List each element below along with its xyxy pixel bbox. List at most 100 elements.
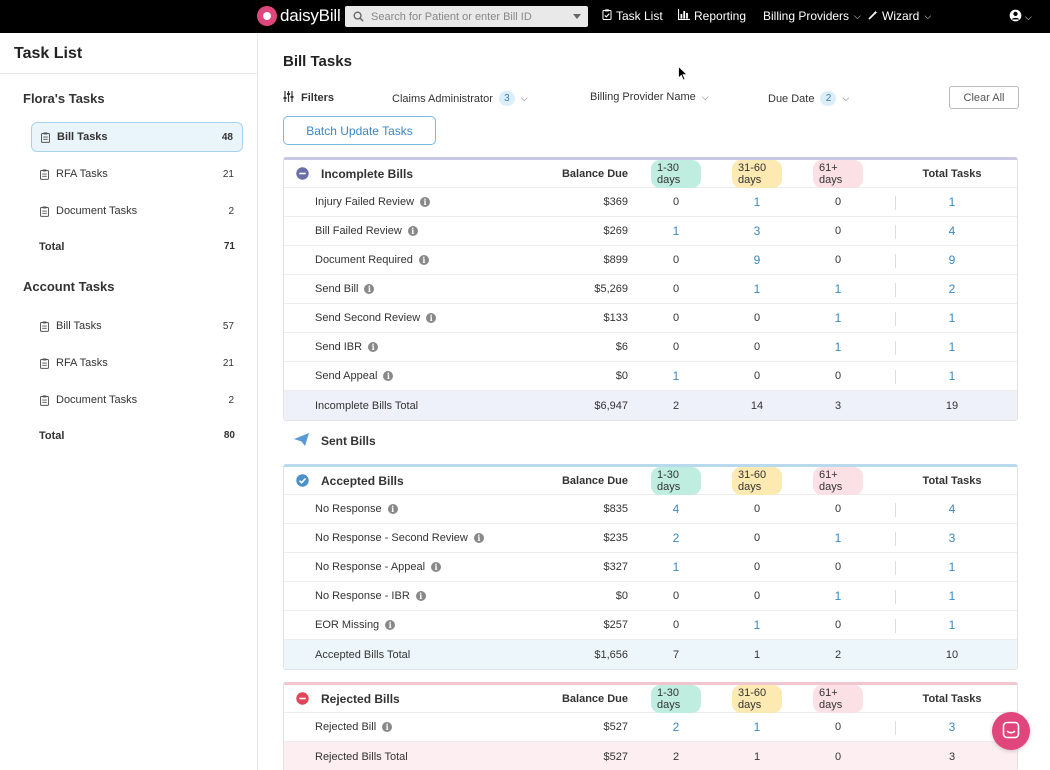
nav-billing-providers[interactable]: Billing Providers ⌵ bbox=[763, 9, 861, 23]
row-61-plus[interactable]: 1 bbox=[834, 311, 842, 325]
age-61-plus-header: 61+ days bbox=[813, 685, 863, 713]
row-total[interactable]: 1 bbox=[948, 195, 956, 209]
check-circle-icon[interactable] bbox=[296, 467, 309, 494]
sidebar-item-account-document-tasks[interactable]: Document Tasks 2 bbox=[31, 385, 243, 415]
row-31-60[interactable]: 1 bbox=[753, 618, 761, 632]
chevron-down-icon: ⌵ bbox=[924, 10, 932, 21]
info-icon[interactable]: i bbox=[368, 342, 379, 352]
row-1-30[interactable]: 2 bbox=[672, 720, 680, 734]
info-icon[interactable]: i bbox=[420, 197, 431, 207]
total-count: 71 bbox=[223, 241, 235, 252]
row-1-30[interactable]: 1 bbox=[672, 224, 680, 238]
row-31-60[interactable]: 1 bbox=[753, 195, 761, 209]
nav-wizard[interactable]: Wizard ⌵ bbox=[868, 9, 931, 23]
table-row[interactable]: No Response - Second Review i $235 2 0 1 3 bbox=[284, 524, 1017, 553]
row-total[interactable]: 1 bbox=[948, 618, 956, 632]
nav-task-list[interactable]: Task List bbox=[602, 9, 663, 23]
collapse-minus-icon[interactable] bbox=[296, 685, 309, 712]
row-31-60[interactable]: 1 bbox=[753, 282, 761, 296]
row-total[interactable]: 1 bbox=[948, 340, 956, 354]
row-total[interactable]: 9 bbox=[948, 253, 956, 267]
section-title: Incomplete Bills bbox=[321, 166, 414, 181]
table-row[interactable]: Injury Failed Review i $369 0 1 0 1 bbox=[284, 188, 1017, 217]
table-row[interactable]: No Response i $835 4 0 0 4 bbox=[284, 495, 1017, 524]
row-total[interactable]: 4 bbox=[948, 224, 956, 238]
row-1-30[interactable]: 1 bbox=[672, 369, 680, 383]
filter-label: Claims Administrator bbox=[392, 92, 493, 105]
row-1-30[interactable]: 4 bbox=[672, 502, 680, 516]
filters-toggle[interactable]: Filters bbox=[283, 91, 334, 105]
table-row[interactable]: Send Second Review i $133 0 0 1 1 bbox=[284, 304, 1017, 333]
row-61-plus[interactable]: 1 bbox=[834, 531, 842, 545]
patient-search[interactable] bbox=[345, 6, 588, 27]
sidebar-item-floras-bill-tasks[interactable]: Bill Tasks 48 bbox=[31, 122, 243, 152]
info-icon[interactable]: i bbox=[407, 226, 418, 236]
table-row[interactable]: No Response - Appeal i $327 1 0 0 1 bbox=[284, 553, 1017, 582]
row-31-60[interactable]: 1 bbox=[753, 720, 761, 734]
clipboard-icon bbox=[40, 394, 49, 406]
row-1-30: 0 bbox=[672, 283, 680, 295]
info-icon[interactable]: i bbox=[364, 284, 375, 294]
total-tasks: 10 bbox=[945, 648, 959, 661]
row-61-plus[interactable]: 1 bbox=[834, 589, 842, 603]
nav-reporting[interactable]: Reporting bbox=[678, 9, 746, 23]
brand-logo[interactable]: daisyBill bbox=[257, 6, 341, 26]
info-icon[interactable]: i bbox=[426, 313, 437, 323]
clear-all-button[interactable]: Clear All bbox=[949, 86, 1019, 109]
balance-due-header: Balance Due bbox=[561, 692, 628, 705]
table-total-row: Accepted Bills Total $1,656 7 1 2 10 bbox=[284, 640, 1017, 669]
total-1-30: 2 bbox=[672, 399, 680, 412]
filter-billing-provider-name[interactable]: Billing Provider Name ⌵ bbox=[590, 91, 709, 103]
table-row[interactable]: Send IBR i $6 0 0 1 1 bbox=[284, 333, 1017, 362]
search-dropdown-icon[interactable] bbox=[573, 14, 581, 19]
info-icon[interactable]: i bbox=[383, 371, 394, 381]
row-total[interactable]: 3 bbox=[948, 720, 956, 734]
row-total[interactable]: 1 bbox=[948, 560, 956, 574]
table-row[interactable]: Rejected Bill i $527 2 1 0 3 bbox=[284, 713, 1017, 742]
info-icon[interactable]: i bbox=[382, 722, 393, 732]
row-total[interactable]: 1 bbox=[948, 311, 956, 325]
sidebar-item-count: 57 bbox=[222, 320, 234, 332]
top-navbar: daisyBill Task List Reporting Billing Pr… bbox=[0, 0, 1050, 33]
row-61-plus[interactable]: 1 bbox=[834, 282, 842, 296]
row-61-plus: 0 bbox=[834, 619, 842, 631]
table-row[interactable]: No Response - IBR i $0 0 0 1 1 bbox=[284, 582, 1017, 611]
row-total[interactable]: 1 bbox=[948, 369, 956, 383]
sidebar-item-account-bill-tasks[interactable]: Bill Tasks 57 bbox=[31, 311, 243, 341]
info-icon[interactable]: i bbox=[385, 620, 396, 630]
row-total[interactable]: 4 bbox=[948, 502, 956, 516]
table-row[interactable]: Bill Failed Review i $269 1 3 0 4 bbox=[284, 217, 1017, 246]
row-61-plus[interactable]: 1 bbox=[834, 340, 842, 354]
nav-reporting-label: Reporting bbox=[694, 9, 747, 23]
page-title: Bill Tasks bbox=[283, 53, 352, 70]
batch-update-tasks-button[interactable]: Batch Update Tasks bbox=[283, 116, 436, 145]
chat-launcher-button[interactable] bbox=[992, 712, 1030, 750]
table-row[interactable]: Document Required i $899 0 9 0 9 bbox=[284, 246, 1017, 275]
info-icon[interactable]: i bbox=[418, 255, 429, 265]
row-balance: $369 bbox=[603, 196, 628, 208]
info-icon[interactable]: i bbox=[415, 591, 426, 601]
row-total[interactable]: 1 bbox=[948, 589, 956, 603]
row-total[interactable]: 3 bbox=[948, 531, 956, 545]
table-row[interactable]: Send Appeal i $0 1 0 0 1 bbox=[284, 362, 1017, 391]
user-menu[interactable]: ⌵ bbox=[1009, 9, 1032, 25]
collapse-minus-icon[interactable] bbox=[296, 160, 309, 187]
sidebar-item-floras-document-tasks[interactable]: Document Tasks 2 bbox=[31, 196, 243, 226]
row-balance: $5,269 bbox=[594, 283, 628, 295]
sidebar-item-account-rfa-tasks[interactable]: RFA Tasks 21 bbox=[31, 348, 243, 378]
row-31-60[interactable]: 9 bbox=[753, 253, 761, 267]
row-balance: $257 bbox=[603, 619, 628, 631]
sidebar-item-floras-rfa-tasks[interactable]: RFA Tasks 21 bbox=[31, 159, 243, 189]
row-1-30[interactable]: 1 bbox=[672, 560, 680, 574]
filter-claims-administrator[interactable]: Claims Administrator 3 ⌵ bbox=[392, 91, 528, 106]
table-row[interactable]: Send Bill i $5,269 0 1 1 2 bbox=[284, 275, 1017, 304]
info-icon[interactable]: i bbox=[473, 533, 484, 543]
filter-due-date[interactable]: Due Date 2 ⌵ bbox=[768, 91, 849, 106]
info-icon[interactable]: i bbox=[387, 504, 398, 514]
row-31-60[interactable]: 3 bbox=[753, 224, 761, 238]
info-icon[interactable]: i bbox=[431, 562, 442, 572]
table-row[interactable]: EOR Missing i $257 0 1 0 1 bbox=[284, 611, 1017, 640]
search-input[interactable] bbox=[371, 10, 561, 23]
row-1-30[interactable]: 2 bbox=[672, 531, 680, 545]
row-total[interactable]: 2 bbox=[948, 282, 956, 296]
